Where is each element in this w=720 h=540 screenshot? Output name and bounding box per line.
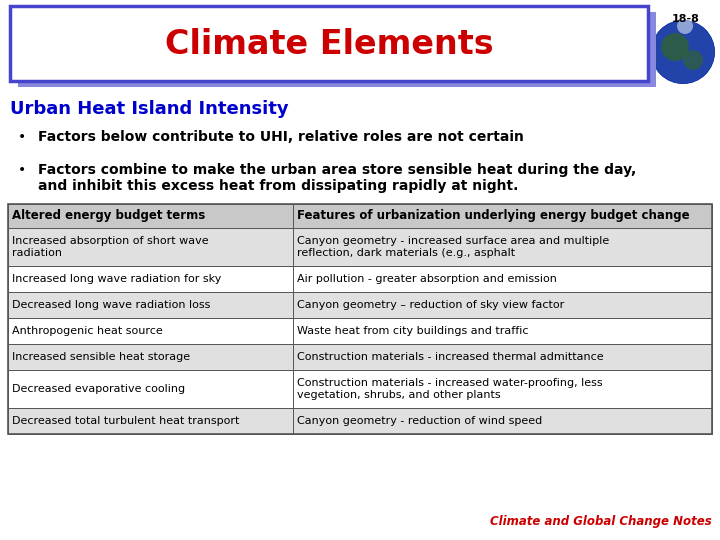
Text: Features of urbanization underlying energy budget change: Features of urbanization underlying ener… <box>297 210 690 222</box>
Text: Construction materials - increased thermal admittance: Construction materials - increased therm… <box>297 352 604 362</box>
Bar <box>8 228 712 266</box>
Text: Decreased long wave radiation loss: Decreased long wave radiation loss <box>12 300 210 310</box>
Text: Canyon geometry - reduction of wind speed: Canyon geometry - reduction of wind spee… <box>297 416 542 426</box>
Text: Decreased total turbulent heat transport: Decreased total turbulent heat transport <box>12 416 239 426</box>
Text: •: • <box>18 130 26 144</box>
Text: Waste heat from city buildings and traffic: Waste heat from city buildings and traff… <box>297 326 528 336</box>
Text: and inhibit this excess heat from dissipating rapidly at night.: and inhibit this excess heat from dissip… <box>38 179 518 193</box>
Circle shape <box>651 20 715 84</box>
Text: Urban Heat Island Intensity: Urban Heat Island Intensity <box>10 100 289 118</box>
Bar <box>8 344 712 370</box>
Text: Canyon geometry - increased surface area and multiple
reflection, dark materials: Canyon geometry - increased surface area… <box>297 236 609 258</box>
Text: Construction materials - increased water-proofing, less
vegetation, shrubs, and : Construction materials - increased water… <box>297 378 603 400</box>
Text: •: • <box>18 163 26 177</box>
Bar <box>8 292 712 318</box>
Text: Factors below contribute to UHI, relative roles are not certain: Factors below contribute to UHI, relativ… <box>38 130 524 144</box>
Text: Factors combine to make the urban area store sensible heat during the day,: Factors combine to make the urban area s… <box>38 163 636 177</box>
Bar <box>8 318 712 344</box>
Circle shape <box>661 33 689 61</box>
Text: Increased absorption of short wave
radiation: Increased absorption of short wave radia… <box>12 236 209 258</box>
Circle shape <box>677 18 693 34</box>
Text: Altered energy budget terms: Altered energy budget terms <box>12 210 205 222</box>
FancyBboxPatch shape <box>10 6 648 81</box>
Text: Climate and Global Change Notes: Climate and Global Change Notes <box>490 515 712 528</box>
Text: 18-8: 18-8 <box>672 14 700 24</box>
Circle shape <box>683 50 703 70</box>
Text: Increased sensible heat storage: Increased sensible heat storage <box>12 352 190 362</box>
FancyBboxPatch shape <box>18 12 656 87</box>
Text: Increased long wave radiation for sky: Increased long wave radiation for sky <box>12 274 221 284</box>
Bar <box>8 204 712 228</box>
Text: Canyon geometry – reduction of sky view factor: Canyon geometry – reduction of sky view … <box>297 300 564 310</box>
Text: Anthropogenic heat source: Anthropogenic heat source <box>12 326 163 336</box>
Bar <box>8 204 712 434</box>
Text: Decreased evaporative cooling: Decreased evaporative cooling <box>12 384 185 394</box>
Text: Climate Elements: Climate Elements <box>165 28 493 60</box>
Bar <box>8 266 712 292</box>
Bar <box>8 370 712 408</box>
Text: Air pollution - greater absorption and emission: Air pollution - greater absorption and e… <box>297 274 557 284</box>
Bar <box>8 408 712 434</box>
